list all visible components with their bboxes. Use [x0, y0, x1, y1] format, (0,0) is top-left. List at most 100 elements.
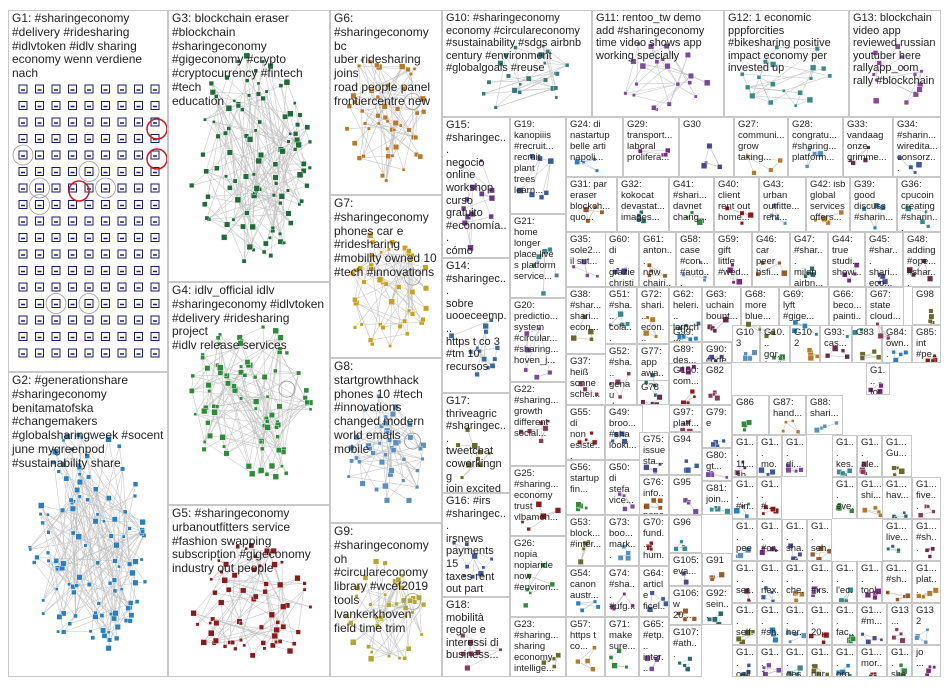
node: [387, 654, 391, 658]
node: [684, 323, 689, 328]
node: [477, 449, 483, 455]
edge: [229, 575, 235, 643]
node: [477, 348, 482, 354]
node: [594, 168, 599, 173]
group-network-g80: [705, 470, 729, 480]
node: [360, 58, 364, 62]
edge: [370, 333, 408, 341]
edge: [468, 445, 476, 465]
node: [464, 665, 471, 671]
node: [675, 81, 681, 87]
group-panel-g18: G18: mobilità regole e interessi di busi…: [442, 597, 510, 677]
group-network-g48: [906, 258, 934, 282]
node: [101, 167, 110, 176]
node: [666, 101, 672, 107]
edge: [752, 67, 814, 97]
node: [420, 442, 427, 449]
node: [67, 621, 72, 626]
node: [503, 52, 509, 58]
edge: [472, 187, 492, 191]
group-panel-g103: G103: [732, 325, 760, 363]
edge: [248, 95, 289, 142]
node: [35, 150, 44, 160]
node: [277, 238, 284, 245]
node: [379, 423, 384, 429]
node: [350, 639, 357, 646]
node: [762, 671, 769, 676]
node: [710, 441, 716, 447]
node: [101, 216, 110, 226]
node: [403, 613, 408, 618]
node: [264, 424, 271, 431]
edge: [381, 581, 396, 619]
node: [639, 62, 647, 70]
group-network-g143: [891, 627, 906, 644]
node: [751, 349, 758, 356]
node: [295, 629, 301, 635]
node: [498, 647, 503, 652]
node: [84, 348, 94, 358]
group-panel-g98: G98: [912, 287, 941, 325]
group-network-g126: [838, 587, 854, 602]
node: [101, 134, 110, 143]
node: [923, 640, 928, 644]
node: [376, 276, 384, 283]
group-panel-g48: G48: adding #ope... #shar...: [903, 232, 941, 287]
group-network-g81: [709, 505, 731, 514]
node: [386, 602, 392, 608]
node: [244, 546, 248, 551]
node: [553, 85, 559, 91]
group-panel-g65: G65: #etp... inter...: [639, 617, 669, 677]
edge: [470, 347, 498, 353]
node: [117, 200, 127, 209]
node: [300, 161, 307, 167]
node: [680, 400, 687, 404]
group-network-g123: [743, 588, 752, 602]
node: [687, 336, 693, 341]
edge: [850, 147, 869, 161]
node: [420, 602, 427, 608]
node: [743, 588, 750, 595]
group-panel-g39: G39: good discuss #sharin...: [850, 177, 897, 232]
node: [92, 518, 99, 525]
node: [83, 543, 88, 548]
node: [797, 90, 803, 96]
group-network-g3: [189, 52, 312, 264]
node: [120, 466, 125, 472]
edge: [463, 197, 493, 209]
node: [821, 215, 828, 222]
edge: [114, 484, 136, 520]
node: [370, 450, 376, 456]
node: [692, 508, 699, 514]
node: [564, 63, 570, 68]
node: [418, 446, 423, 452]
node: [258, 439, 264, 444]
edge: [812, 550, 830, 555]
edge: [666, 46, 697, 97]
group-panel-g6: G6: #sharingeconomy bc uber ridesharing …: [330, 10, 442, 195]
node: [132, 493, 137, 498]
node: [794, 469, 799, 474]
group-panel-g55: G55: di non esiste...: [566, 405, 605, 460]
group-panel-g95: G95: [669, 475, 702, 515]
node: [762, 665, 766, 670]
group-panel-g120: G1... sha...: [782, 519, 807, 561]
node: [872, 594, 878, 601]
node: [303, 387, 310, 394]
group-network-g105: [681, 571, 689, 585]
node: [243, 52, 250, 60]
node: [930, 546, 935, 552]
edge: [625, 44, 639, 94]
node: [397, 656, 402, 660]
edge: [462, 165, 493, 191]
node: [746, 598, 751, 602]
node: [876, 60, 882, 66]
edge: [193, 612, 233, 643]
node: [18, 150, 28, 160]
node: [234, 196, 242, 204]
edge: [388, 584, 398, 657]
node: [84, 101, 94, 110]
node: [746, 419, 752, 426]
node: [150, 332, 160, 341]
node: [293, 131, 299, 137]
